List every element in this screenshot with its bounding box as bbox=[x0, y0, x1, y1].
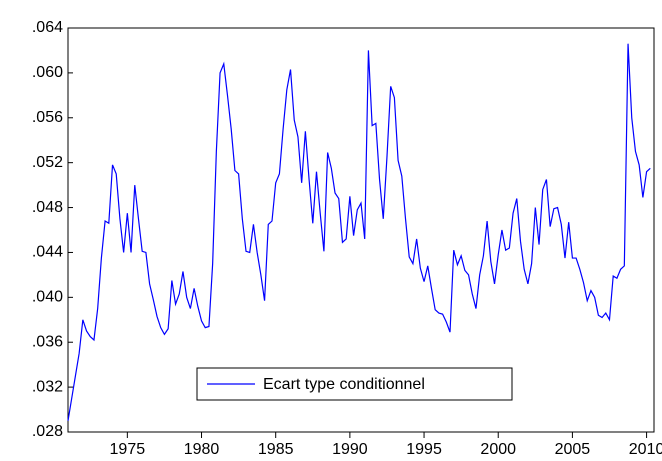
x-tick-label: 1985 bbox=[258, 441, 294, 458]
y-tick-label: .040 bbox=[32, 289, 63, 306]
x-tick-label: 1980 bbox=[184, 441, 220, 458]
y-tick-label: .036 bbox=[32, 333, 63, 350]
x-tick-label: 2005 bbox=[555, 441, 591, 458]
y-tick-label: .056 bbox=[32, 109, 63, 126]
x-tick-label: 1975 bbox=[110, 441, 146, 458]
y-tick-label: .052 bbox=[32, 154, 63, 171]
x-tick-label: 2010 bbox=[629, 441, 662, 458]
x-tick-label: 2000 bbox=[480, 441, 516, 458]
y-tick-label: .044 bbox=[32, 244, 63, 261]
series-line bbox=[67, 43, 651, 421]
x-tick-label: 1995 bbox=[406, 441, 442, 458]
y-tick-label: .028 bbox=[32, 423, 63, 440]
y-tick-label: .060 bbox=[32, 64, 63, 81]
plot-frame bbox=[67, 27, 655, 433]
legend-label: Ecart type conditionnel bbox=[263, 376, 425, 393]
y-tick-label: .032 bbox=[32, 378, 63, 395]
x-tick-label: 1990 bbox=[332, 441, 368, 458]
y-tick-label: .048 bbox=[32, 199, 63, 216]
y-tick-label: .064 bbox=[32, 19, 63, 36]
